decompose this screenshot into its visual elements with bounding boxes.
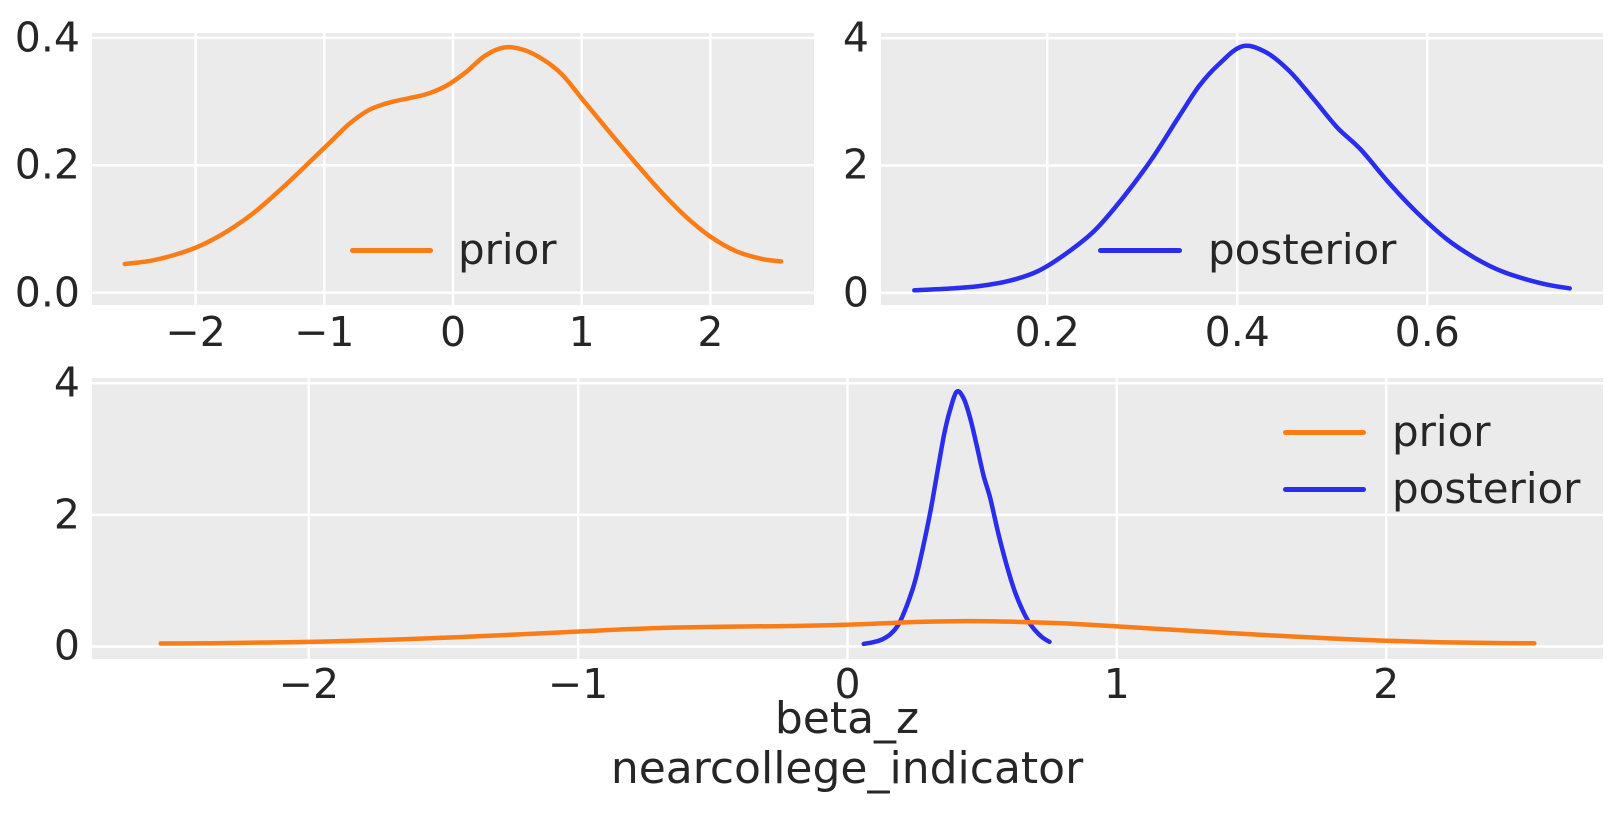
x-tick-label: −2 (278, 660, 340, 708)
legend-label-posterior: posterior (1208, 225, 1397, 274)
prior-plot-svg (92, 33, 814, 305)
y-tick-label: 0 (842, 268, 869, 317)
x-tick-label: 0.6 (1394, 308, 1460, 356)
prior-curve (122, 44, 784, 267)
x-tick-label: 2 (697, 308, 724, 356)
x-axis-label-line2: nearcollege_indicator (610, 743, 1084, 794)
legend-line-prior (1283, 429, 1366, 435)
x-axis-label-line1: beta_z (774, 693, 920, 744)
y-tick-label: 0.4 (14, 13, 80, 62)
legend-label-prior: prior (458, 225, 557, 274)
legend-label-posterior: posterior (1392, 464, 1581, 513)
x-tick-label: 1 (568, 308, 595, 356)
y-tick-label: 2 (842, 140, 869, 189)
x-tick-label: 1 (1103, 660, 1130, 708)
x-tick-label: −1 (294, 308, 355, 356)
x-tick-label: −1 (547, 660, 609, 708)
posterior-curve (912, 43, 1572, 293)
overlay-axes (92, 378, 1603, 659)
x-axis-label: beta_z nearcollege_indicator (611, 694, 1083, 794)
overlay-plot-svg (92, 378, 1603, 659)
legend-line-prior (350, 247, 433, 253)
prior-curve (158, 618, 1537, 646)
legend-line-posterior (1098, 247, 1182, 253)
x-tick-label: 2 (1373, 660, 1400, 708)
x-tick-label: 0.4 (1204, 308, 1270, 356)
x-tick-label: 0.2 (1014, 308, 1080, 356)
y-tick-label: 0.0 (14, 268, 80, 317)
posterior-plot-svg (881, 33, 1603, 305)
x-tick-label: 0 (834, 660, 861, 708)
x-tick-label: 0 (439, 308, 467, 356)
y-tick-label: 4 (53, 358, 80, 407)
posterior-axes (881, 33, 1603, 305)
prior-axes (92, 33, 814, 305)
legend-line-posterior (1283, 486, 1366, 492)
y-tick-label: 0.2 (14, 140, 80, 189)
y-tick-label: 0 (53, 621, 80, 670)
posterior-curve (861, 388, 1052, 647)
x-tick-label: −2 (165, 308, 226, 356)
legend-label-prior: prior (1392, 407, 1491, 456)
y-tick-label: 2 (53, 490, 80, 539)
y-tick-label: 4 (842, 13, 869, 62)
